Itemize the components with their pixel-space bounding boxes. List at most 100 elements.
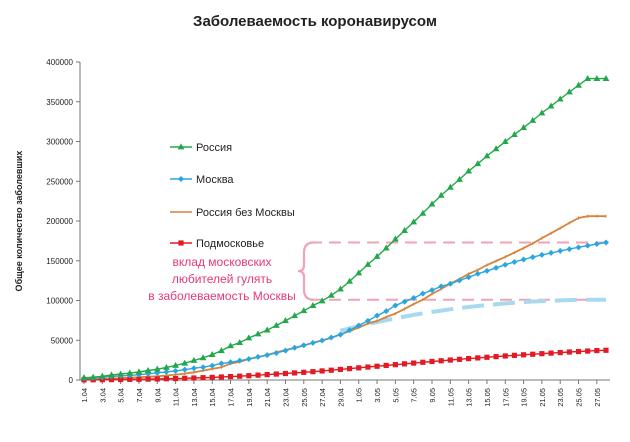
annotation-guides — [310, 241, 606, 333]
data-point — [419, 290, 426, 297]
data-point — [401, 298, 408, 305]
data-point — [191, 375, 197, 381]
data-point — [318, 297, 326, 304]
data-point — [346, 366, 353, 372]
data-point — [355, 269, 363, 276]
data-point — [410, 218, 418, 225]
data-point — [319, 337, 326, 344]
x-tick-label: 21.05 — [538, 388, 547, 407]
data-point — [447, 280, 454, 287]
data-point — [172, 367, 179, 374]
data-point — [585, 348, 591, 354]
data-point — [200, 364, 207, 371]
data-point — [200, 375, 206, 381]
series-line — [84, 349, 607, 381]
data-point — [401, 361, 408, 367]
x-tick-label: 29.04 — [336, 388, 345, 407]
data-point — [163, 368, 170, 375]
legend: Россия Москва Россия без Москвы Подмосковье — [170, 142, 295, 250]
x-tick-label: 7.04 — [135, 388, 144, 403]
data-point — [593, 75, 601, 82]
data-point — [557, 247, 564, 254]
data-point — [529, 116, 537, 123]
x-tick-label: 13.05 — [465, 388, 474, 407]
data-point — [181, 366, 188, 373]
data-point — [282, 370, 289, 377]
data-point — [300, 342, 307, 349]
data-point — [346, 277, 353, 284]
data-point — [538, 109, 546, 116]
data-point — [365, 364, 371, 370]
legend-marker — [178, 240, 184, 246]
x-tick-label: 5.05 — [391, 388, 400, 403]
y-tick-label: 300000 — [46, 138, 73, 147]
x-tick-label: 25.05 — [575, 388, 584, 407]
legend-label: Подмосковье — [196, 238, 264, 250]
data-point — [209, 374, 215, 380]
data-point — [237, 373, 243, 379]
data-point — [602, 75, 610, 82]
data-point — [255, 372, 261, 378]
data-point — [263, 326, 271, 333]
y-tick-label: 50000 — [51, 336, 74, 345]
x-tick-label: 17.04 — [227, 388, 236, 407]
data-point — [382, 244, 390, 251]
data-point — [511, 130, 518, 137]
x-tick-label: 7.05 — [410, 388, 419, 403]
data-point — [419, 209, 427, 216]
y-tick-label: 150000 — [46, 257, 73, 266]
data-point — [447, 357, 453, 363]
data-point — [199, 354, 207, 361]
x-tick-label: 1.05 — [355, 388, 364, 403]
data-point — [575, 244, 582, 251]
series-moscow-region — [81, 347, 609, 383]
data-point — [172, 361, 179, 368]
data-point — [144, 366, 152, 373]
data-point — [227, 359, 234, 366]
series-layer — [80, 75, 610, 383]
x-tick-label: 13.04 — [190, 388, 199, 407]
data-point — [154, 376, 160, 382]
data-point — [584, 75, 592, 82]
data-point — [484, 354, 490, 360]
data-point — [245, 356, 252, 363]
y-tick-label: 250000 — [46, 177, 73, 186]
data-point — [337, 285, 344, 292]
data-point — [539, 351, 545, 357]
data-point — [548, 350, 554, 356]
data-point — [492, 145, 500, 152]
data-point — [566, 246, 573, 253]
data-point — [557, 349, 563, 356]
data-point — [483, 267, 490, 274]
annotation: вклад московских любителей гулять в заболе… — [148, 241, 315, 303]
x-tick-label: 9.04 — [153, 388, 162, 403]
data-point — [392, 302, 399, 309]
data-point — [429, 358, 435, 365]
data-point — [300, 307, 308, 314]
data-point — [108, 377, 115, 383]
data-point — [438, 358, 444, 364]
data-point — [356, 365, 362, 371]
x-tick-label: 19.04 — [245, 388, 254, 407]
data-point — [420, 359, 426, 365]
data-point — [556, 95, 564, 102]
x-tick-label: 27.04 — [318, 388, 327, 407]
data-point — [437, 191, 445, 198]
data-point — [291, 312, 299, 319]
data-point — [208, 350, 216, 357]
x-tick-label: 11.05 — [446, 388, 455, 406]
data-point — [594, 347, 600, 354]
y-axis-label: Общее количество заболевших — [14, 151, 24, 292]
data-point — [502, 261, 509, 268]
data-point — [272, 321, 280, 328]
data-point — [410, 294, 417, 301]
data-point — [273, 371, 279, 377]
series-line — [83, 77, 606, 379]
data-point — [483, 152, 491, 159]
axes: 0 50000 100000 150000 200000 250000 300000 3500… — [46, 58, 610, 407]
annotation-brace — [297, 241, 315, 301]
data-point — [374, 312, 381, 319]
data-point — [547, 102, 555, 109]
data-point — [310, 369, 316, 375]
data-point — [118, 376, 124, 383]
